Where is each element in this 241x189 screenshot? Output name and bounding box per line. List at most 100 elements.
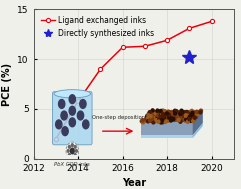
Circle shape: [161, 113, 164, 116]
Circle shape: [157, 120, 160, 123]
Polygon shape: [141, 135, 193, 138]
Circle shape: [178, 113, 181, 116]
Circle shape: [151, 117, 154, 120]
Circle shape: [154, 113, 157, 116]
Polygon shape: [193, 110, 203, 135]
Circle shape: [185, 118, 187, 121]
Circle shape: [77, 111, 84, 120]
Polygon shape: [141, 110, 203, 122]
Text: One-step deposition: One-step deposition: [92, 115, 145, 120]
Circle shape: [190, 118, 193, 121]
Circle shape: [155, 119, 158, 122]
Circle shape: [69, 106, 75, 115]
Circle shape: [181, 116, 184, 119]
Circle shape: [157, 110, 160, 113]
Circle shape: [184, 119, 187, 122]
Legend: Ligand exchanged inks, Directly synthesized inks: Ligand exchanged inks, Directly synthesi…: [40, 15, 155, 40]
Circle shape: [161, 113, 164, 116]
Circle shape: [181, 114, 184, 117]
Circle shape: [67, 149, 69, 152]
Circle shape: [170, 117, 173, 120]
Circle shape: [171, 115, 174, 118]
Circle shape: [149, 119, 152, 122]
Circle shape: [146, 114, 149, 118]
Circle shape: [151, 111, 154, 115]
Circle shape: [195, 115, 198, 119]
Circle shape: [66, 142, 79, 160]
Circle shape: [161, 119, 164, 122]
Circle shape: [150, 114, 153, 117]
Circle shape: [167, 110, 170, 113]
Circle shape: [187, 118, 191, 122]
Circle shape: [191, 112, 194, 115]
Circle shape: [148, 111, 151, 114]
Circle shape: [176, 117, 179, 120]
Circle shape: [142, 120, 145, 123]
Circle shape: [147, 116, 149, 120]
Circle shape: [175, 110, 178, 113]
Circle shape: [159, 109, 162, 113]
Circle shape: [152, 114, 154, 118]
Circle shape: [199, 111, 202, 114]
Circle shape: [168, 115, 171, 119]
Circle shape: [166, 116, 168, 119]
Circle shape: [183, 111, 186, 114]
Circle shape: [191, 111, 194, 114]
Circle shape: [167, 119, 170, 122]
Circle shape: [146, 114, 149, 118]
Circle shape: [164, 120, 167, 123]
Circle shape: [181, 114, 184, 118]
Circle shape: [187, 112, 190, 116]
Circle shape: [140, 120, 143, 123]
Circle shape: [158, 118, 161, 121]
Circle shape: [186, 120, 189, 123]
Circle shape: [70, 148, 74, 154]
Circle shape: [172, 115, 175, 118]
Circle shape: [61, 111, 67, 120]
Circle shape: [172, 117, 175, 120]
Ellipse shape: [54, 90, 91, 98]
Circle shape: [155, 119, 158, 122]
Circle shape: [163, 110, 166, 113]
Circle shape: [59, 100, 65, 108]
Circle shape: [175, 110, 178, 113]
Circle shape: [192, 117, 195, 120]
Polygon shape: [141, 122, 193, 135]
Circle shape: [193, 116, 196, 119]
Circle shape: [184, 114, 187, 117]
X-axis label: Year: Year: [122, 178, 146, 188]
Circle shape: [165, 112, 168, 115]
Circle shape: [71, 155, 73, 158]
Circle shape: [83, 120, 89, 129]
Circle shape: [147, 112, 150, 116]
Circle shape: [185, 111, 188, 114]
Circle shape: [189, 118, 192, 121]
Circle shape: [80, 100, 86, 108]
Circle shape: [162, 116, 166, 119]
Circle shape: [147, 120, 149, 123]
Circle shape: [196, 112, 199, 116]
Circle shape: [179, 115, 182, 119]
Circle shape: [167, 113, 169, 116]
Circle shape: [200, 109, 202, 112]
Circle shape: [151, 109, 154, 112]
Circle shape: [186, 116, 188, 119]
Circle shape: [189, 119, 193, 122]
Circle shape: [192, 118, 195, 122]
Circle shape: [177, 119, 180, 122]
Circle shape: [160, 119, 163, 122]
Circle shape: [147, 114, 150, 117]
Circle shape: [168, 119, 171, 122]
Circle shape: [192, 119, 194, 122]
Circle shape: [169, 116, 172, 119]
Polygon shape: [193, 123, 203, 138]
Circle shape: [169, 113, 172, 116]
Circle shape: [179, 112, 182, 115]
Circle shape: [162, 114, 165, 117]
Circle shape: [174, 118, 177, 121]
Circle shape: [184, 117, 187, 120]
Circle shape: [74, 154, 76, 156]
Circle shape: [185, 111, 188, 114]
Circle shape: [179, 120, 182, 123]
Circle shape: [180, 109, 183, 112]
